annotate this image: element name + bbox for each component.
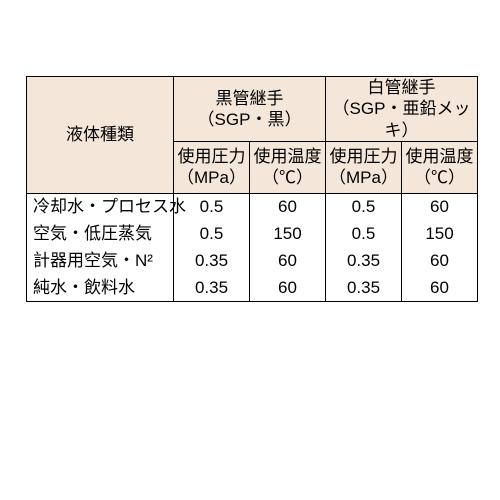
cell: 60 <box>250 274 326 301</box>
row-label: 計器用空気・N² <box>27 247 174 274</box>
header-row-1: 液体種類 黒管継手 （SGP・黒） 白管継手 （SGP・亜鉛メッキ） <box>27 77 478 142</box>
sub-header-2: 使用圧力 （MPa） <box>326 141 402 193</box>
cell: 150 <box>402 220 478 247</box>
group-header-1: 白管継手 （SGP・亜鉛メッキ） <box>326 77 478 142</box>
rowlabel-header: 液体種類 <box>27 77 174 194</box>
sub-header-2-line2: （MPa） <box>329 168 398 187</box>
row-label: 冷却水・プロセス水 <box>27 193 174 220</box>
group-header-1-line1: 白管継手 <box>368 78 436 97</box>
group-header-0-line2: （SGP・黒） <box>198 110 302 129</box>
group-header-1-line2: （SGP・亜鉛メッキ） <box>333 99 471 139</box>
cell: 0.5 <box>326 220 402 247</box>
cell: 60 <box>402 193 478 220</box>
sub-header-3: 使用温度 （℃） <box>402 141 478 193</box>
cell: 60 <box>402 247 478 274</box>
sub-header-1: 使用温度 （℃） <box>250 141 326 193</box>
sub-header-1-line2: （℃） <box>262 168 313 187</box>
sub-header-0-line2: （MPa） <box>177 168 246 187</box>
table-row: 計器用空気・N² 0.35 60 0.35 60 <box>27 247 478 274</box>
cell: 150 <box>250 220 326 247</box>
cell: 0.35 <box>326 274 402 301</box>
row-label: 空気・低圧蒸気 <box>27 220 174 247</box>
cell: 0.5 <box>326 193 402 220</box>
cell: 60 <box>250 193 326 220</box>
table-row: 純水・飲料水 0.35 60 0.35 60 <box>27 274 478 301</box>
sub-header-2-line1: 使用圧力 <box>330 147 398 166</box>
cell: 0.5 <box>174 220 250 247</box>
cell: 0.35 <box>174 247 250 274</box>
sub-header-0: 使用圧力 （MPa） <box>174 141 250 193</box>
cell: 60 <box>402 274 478 301</box>
cell: 0.35 <box>174 274 250 301</box>
cell: 60 <box>250 247 326 274</box>
sub-header-3-line1: 使用温度 <box>406 147 474 166</box>
row-label: 純水・飲料水 <box>27 274 174 301</box>
sub-header-3-line2: （℃） <box>414 168 465 187</box>
group-header-0: 黒管継手 （SGP・黒） <box>174 77 326 142</box>
spec-table: 液体種類 黒管継手 （SGP・黒） 白管継手 （SGP・亜鉛メッキ） 使用圧力 … <box>26 76 478 302</box>
group-header-0-line1: 黒管継手 <box>216 89 284 108</box>
sub-header-0-line1: 使用圧力 <box>178 147 246 166</box>
cell: 0.35 <box>326 247 402 274</box>
rowlabel-header-text: 液体種類 <box>66 125 134 144</box>
table-row: 空気・低圧蒸気 0.5 150 0.5 150 <box>27 220 478 247</box>
sub-header-1-line1: 使用温度 <box>254 147 322 166</box>
table-row: 冷却水・プロセス水 0.5 60 0.5 60 <box>27 193 478 220</box>
